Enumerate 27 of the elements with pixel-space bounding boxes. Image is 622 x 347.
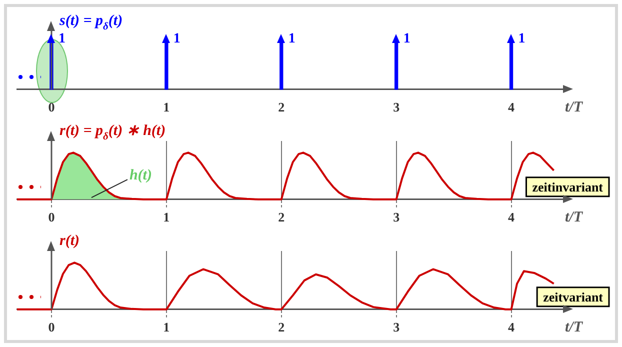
annotation: zeitvariant <box>543 289 604 304</box>
x-tick-label: 1 <box>163 100 170 115</box>
x-axis-title: t/T <box>565 319 584 336</box>
x-tick-label: 2 <box>278 320 285 335</box>
x-tick-label: 0 <box>48 210 55 225</box>
data-label: 1 <box>518 31 526 46</box>
x-tick-label: 4 <box>508 210 516 225</box>
x-axis-title: t/T <box>565 99 584 116</box>
x-tick-label: 3 <box>393 320 400 335</box>
data-label: 1 <box>403 31 410 46</box>
x-tick-label: 2 <box>278 210 285 225</box>
x-tick-label: 1 <box>163 320 170 335</box>
data-label: 1 <box>173 31 180 46</box>
y-axis-title: r(t) <box>59 233 80 249</box>
x-tick-label: 2 <box>278 100 285 115</box>
data-label: 1 <box>288 31 296 46</box>
x-tick-label: 1 <box>163 210 170 225</box>
x-tick-label: 0 <box>48 100 55 115</box>
x-axis-title: t/T <box>565 209 584 226</box>
x-tick-label: 4 <box>508 100 516 115</box>
x-tick-label: 0 <box>48 320 55 335</box>
x-tick-label: 3 <box>393 100 400 115</box>
series-label: h(t) <box>129 168 152 184</box>
x-tick-label: 3 <box>393 210 400 225</box>
data-label: 1 <box>58 31 66 46</box>
annotation: zeitinvariant <box>532 179 604 194</box>
x-tick-label: 4 <box>508 320 516 335</box>
